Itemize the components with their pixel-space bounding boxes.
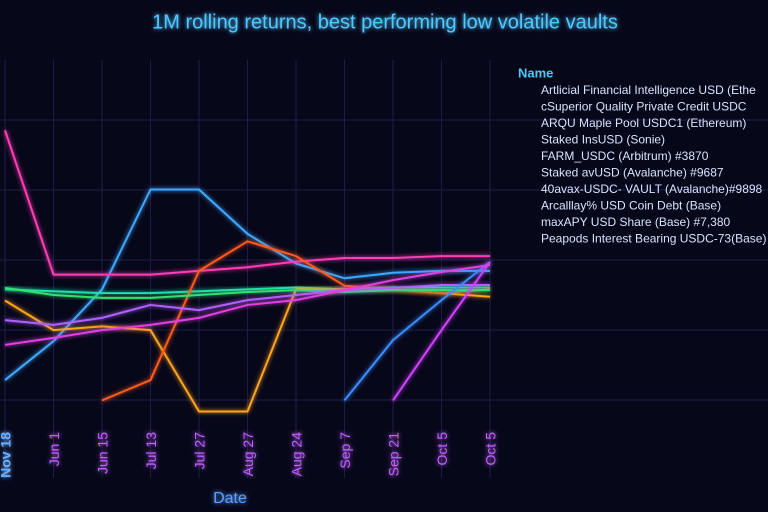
- grid: [4, 60, 491, 478]
- legend-label: Artlicial Financial Intelligence USD (Et…: [541, 83, 756, 97]
- chart-title: 1M rolling returns, best performing low …: [152, 11, 618, 33]
- plot: [4, 129, 491, 413]
- legend-label: 40avax-USDC- VAULT (Avalanche)#9898: [541, 182, 763, 196]
- legend-label: FARM_USDC (Arbitrum) #3870: [541, 149, 709, 163]
- x-tick-label: Jun 15: [95, 432, 111, 474]
- x-tick-label: Aug 24: [289, 432, 305, 477]
- legend-title: Name: [518, 65, 553, 80]
- x-tick-label: Aug 27: [240, 432, 256, 477]
- background-grid: [0, 119, 768, 497]
- series-line: [101, 240, 491, 402]
- x-tick-label: Sep 21: [386, 432, 402, 477]
- x-tick-label: Oct 5: [483, 432, 499, 466]
- series-line: [392, 261, 491, 401]
- legend: Artlicial Financial Intelligence USD (Et…: [518, 83, 766, 246]
- x-tick-label: Jun 1: [46, 432, 62, 466]
- series-line: [4, 283, 490, 326]
- x-axis: Nov 18 Jun 1 Jun 15 Jul 13 Jul 27 Aug 27 Aug 2…: [0, 432, 499, 478]
- legend-label: Peapods Interest Bearing USDC-73(Base): [541, 232, 766, 246]
- legend-label: Staked avUSD (Avalanche) #9687: [541, 166, 724, 180]
- legend-label: Arcalllay% USD Coin Debt (Base): [541, 199, 721, 213]
- legend-label: ARQU Maple Pool USDC1 (Ethereum): [541, 116, 746, 130]
- x-tick-label: Jul 27: [192, 432, 208, 470]
- x-axis-title: Date: [213, 490, 247, 507]
- x-tick-label: Jul 13: [143, 432, 159, 470]
- legend-label: maxAPY USD Share (Base) #7,380: [541, 215, 731, 229]
- x-tick-label: Nov 18: [0, 432, 14, 478]
- x-tick-label: Sep 7: [337, 432, 353, 469]
- series-line: [4, 263, 491, 346]
- x-tick-label: Oct 5: [434, 432, 450, 466]
- legend-label: cSuperior Quality Private Credit USDC: [541, 100, 747, 114]
- legend-label: Staked InsUSD (Sonie): [541, 133, 665, 147]
- series-line: [4, 286, 490, 299]
- series-line: [4, 188, 490, 381]
- series-line: [343, 261, 491, 402]
- series-line: [4, 129, 490, 276]
